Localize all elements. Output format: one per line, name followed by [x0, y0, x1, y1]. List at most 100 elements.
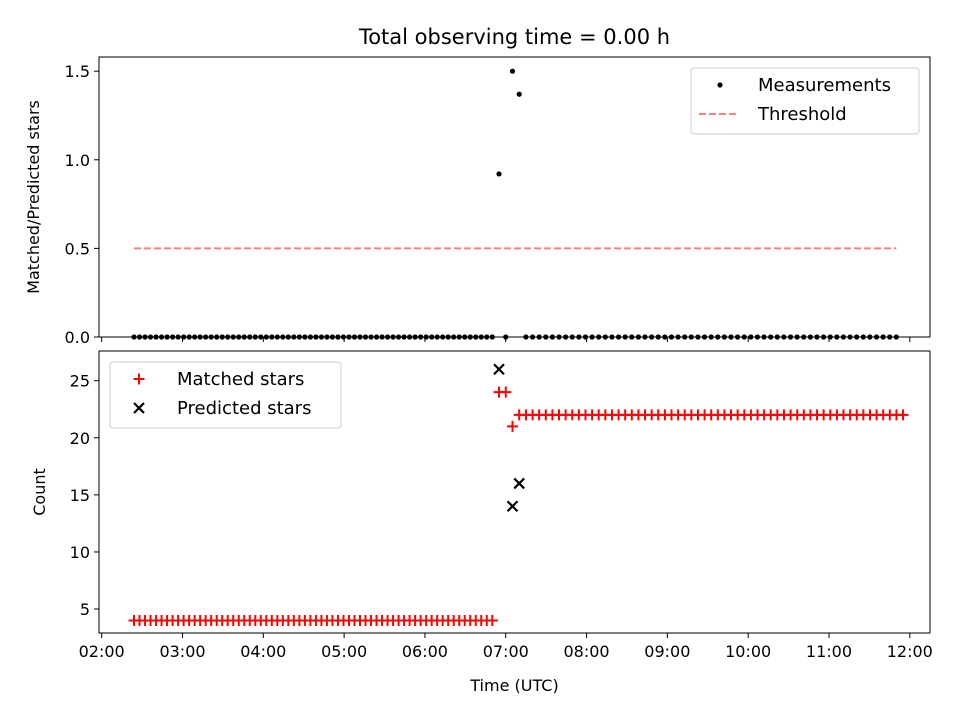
- measurements-point: [569, 334, 575, 340]
- measurements-point: [307, 334, 313, 340]
- measurements-point: [484, 334, 490, 340]
- measurements-point: [379, 334, 385, 340]
- measurements-point: [768, 334, 774, 340]
- measurements-point: [563, 334, 569, 340]
- measurements-legend-swatch: [717, 82, 723, 88]
- measurements-point: [368, 334, 374, 340]
- measurements-point: [529, 334, 536, 340]
- measurements-point: [543, 334, 549, 340]
- predicted-stars-point: [513, 477, 525, 490]
- matched-stars-legend-swatch: [133, 373, 145, 385]
- measurements-point: [867, 334, 873, 340]
- measurements-point: [230, 334, 236, 340]
- measurements-point: [489, 334, 495, 340]
- top-axes-frame: [98, 56, 931, 338]
- measurements-point: [252, 334, 258, 340]
- measurements-point: [158, 334, 165, 340]
- measurements-point: [335, 334, 341, 340]
- measurements-point: [589, 334, 595, 340]
- predicted-stars-point: [506, 500, 519, 513]
- measurements-point: [794, 334, 800, 340]
- measurements-point: [880, 334, 886, 340]
- bottom-x-tick-label: 08:00: [564, 642, 610, 661]
- measurements-point: [291, 334, 297, 340]
- measurements-point: [241, 334, 247, 340]
- measurements-point: [258, 334, 264, 340]
- measurements-point: [708, 334, 714, 340]
- measurements-point: [131, 334, 137, 340]
- bottom-x-tick-label: 11:00: [806, 642, 852, 661]
- measurements-point: [734, 334, 741, 340]
- measurements-point: [142, 334, 148, 340]
- measurements-point: [496, 171, 502, 177]
- measurements-point: [609, 334, 615, 340]
- measurements-point: [197, 334, 203, 340]
- measurements-point: [635, 334, 641, 340]
- bottom-x-tick-label: 09:00: [644, 642, 690, 661]
- measurements-point: [318, 334, 325, 340]
- measurements-point: [269, 334, 275, 340]
- measurements-point: [329, 334, 336, 340]
- measurements-point: [181, 334, 187, 340]
- bottom-x-axis-label: Time (UTC): [469, 676, 558, 695]
- measurements-point: [509, 68, 516, 74]
- measurements-point: [247, 334, 253, 340]
- measurements-point: [340, 334, 347, 340]
- measurements-point: [774, 334, 780, 340]
- measurements-point: [285, 334, 291, 340]
- measurements-point: [629, 334, 635, 340]
- measurements-point: [893, 334, 899, 340]
- measurements-point: [847, 334, 853, 340]
- measurements-point: [688, 334, 694, 340]
- measurements-point: [840, 334, 847, 340]
- measurements-point: [834, 334, 840, 340]
- measurements-point: [801, 334, 807, 340]
- bottom-x-tick-label: 03:00: [159, 642, 205, 661]
- measurements-point: [602, 334, 608, 340]
- measurements-point: [324, 334, 330, 340]
- measurements-point: [346, 334, 352, 340]
- bottom-x-tick-label: 04:00: [240, 642, 286, 661]
- bottom-y-tick-label: 10: [70, 543, 90, 562]
- top-y-tick-label: 1.0: [65, 151, 90, 170]
- bottom-x-tick-label: 02:00: [79, 642, 125, 661]
- top-chart-title: Total observing time = 0.00 h: [358, 25, 670, 49]
- measurements-point: [787, 334, 794, 340]
- measurements-point: [203, 334, 209, 340]
- measurements-point: [536, 334, 542, 340]
- measurements-point: [873, 334, 880, 340]
- measurements-point: [219, 334, 225, 340]
- measurements-point: [761, 334, 767, 340]
- measurements-point: [523, 334, 529, 340]
- measurements-point: [467, 334, 473, 340]
- measurements-point: [549, 334, 556, 340]
- bottom-y-tick-label: 25: [70, 372, 90, 391]
- bottom-axes-frame: [98, 350, 931, 634]
- measurements-point: [407, 334, 413, 340]
- measurements-point: [728, 334, 734, 340]
- bottom-x-tick-label: 05:00: [321, 642, 367, 661]
- measurements-point: [820, 334, 827, 340]
- measurements-point: [649, 334, 655, 340]
- bottom-y-tick-label: 5: [80, 600, 90, 619]
- measurements-point: [384, 334, 391, 340]
- measurements-point: [854, 334, 860, 340]
- measurements-point: [440, 334, 446, 340]
- matched-stars-point: [500, 386, 512, 398]
- measurements-point: [668, 334, 675, 340]
- measurements-point: [147, 334, 154, 340]
- measurements-point: [451, 334, 457, 340]
- measurements-point: [225, 334, 231, 340]
- predicted-stars-legend-label: Predicted stars: [177, 398, 311, 419]
- measurements-point: [887, 334, 893, 340]
- measurements-point: [395, 334, 402, 340]
- bottom-x-tick-label: 07:00: [483, 642, 529, 661]
- matched-stars-point: [897, 409, 909, 421]
- measurements-point: [175, 334, 181, 340]
- measurements-point: [186, 334, 192, 340]
- measurements-point: [423, 334, 429, 340]
- measurements-point: [208, 334, 214, 340]
- measurements-point: [313, 334, 319, 340]
- measurements-point: [362, 334, 369, 340]
- bottom-legend-box: [109, 361, 342, 429]
